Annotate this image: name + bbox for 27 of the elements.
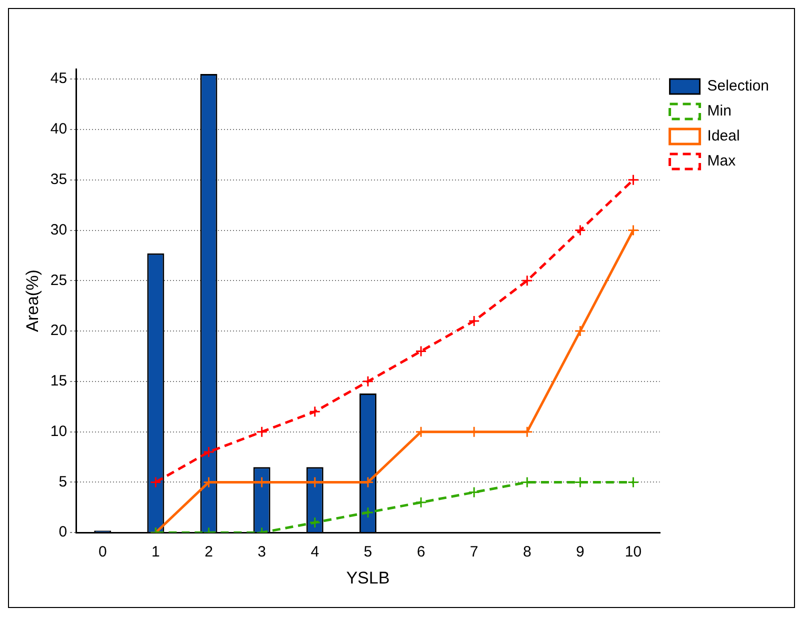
y-tick-label: 5: [58, 473, 68, 490]
x-tick-label: 6: [416, 544, 426, 561]
legend-label: Min: [707, 102, 732, 120]
x-tick-label: 8: [522, 544, 532, 561]
x-tick-label: 10: [624, 544, 642, 561]
x-axis-title: YSLB: [346, 568, 390, 588]
y-tick-label: 45: [50, 70, 68, 88]
y-tick-label: 25: [50, 272, 68, 289]
x-tick-label: 1: [152, 544, 160, 561]
x-tick-label: 7: [470, 544, 478, 561]
y-tick-label: 10: [50, 422, 68, 440]
x-tick-label: 2: [204, 544, 213, 561]
y-tick-label: 30: [50, 221, 68, 238]
y-tick-label: 20: [50, 322, 68, 340]
x-tick-label: 3: [258, 544, 266, 561]
y-tick-label: 35: [50, 171, 68, 188]
y-axis-title: Area(%): [22, 270, 42, 332]
legend-label: Ideal: [707, 128, 740, 145]
x-tick-label: 4: [310, 544, 320, 561]
y-tick-label: 15: [50, 372, 68, 390]
y-tick-label: 0: [58, 524, 68, 541]
legend-label: Selection: [707, 78, 770, 95]
x-tick-label: 9: [576, 544, 584, 561]
x-tick-label: 5: [364, 544, 372, 561]
y-tick-label: 40: [50, 120, 68, 138]
x-tick-label: 0: [98, 544, 107, 561]
legend-label: Max: [707, 152, 736, 170]
